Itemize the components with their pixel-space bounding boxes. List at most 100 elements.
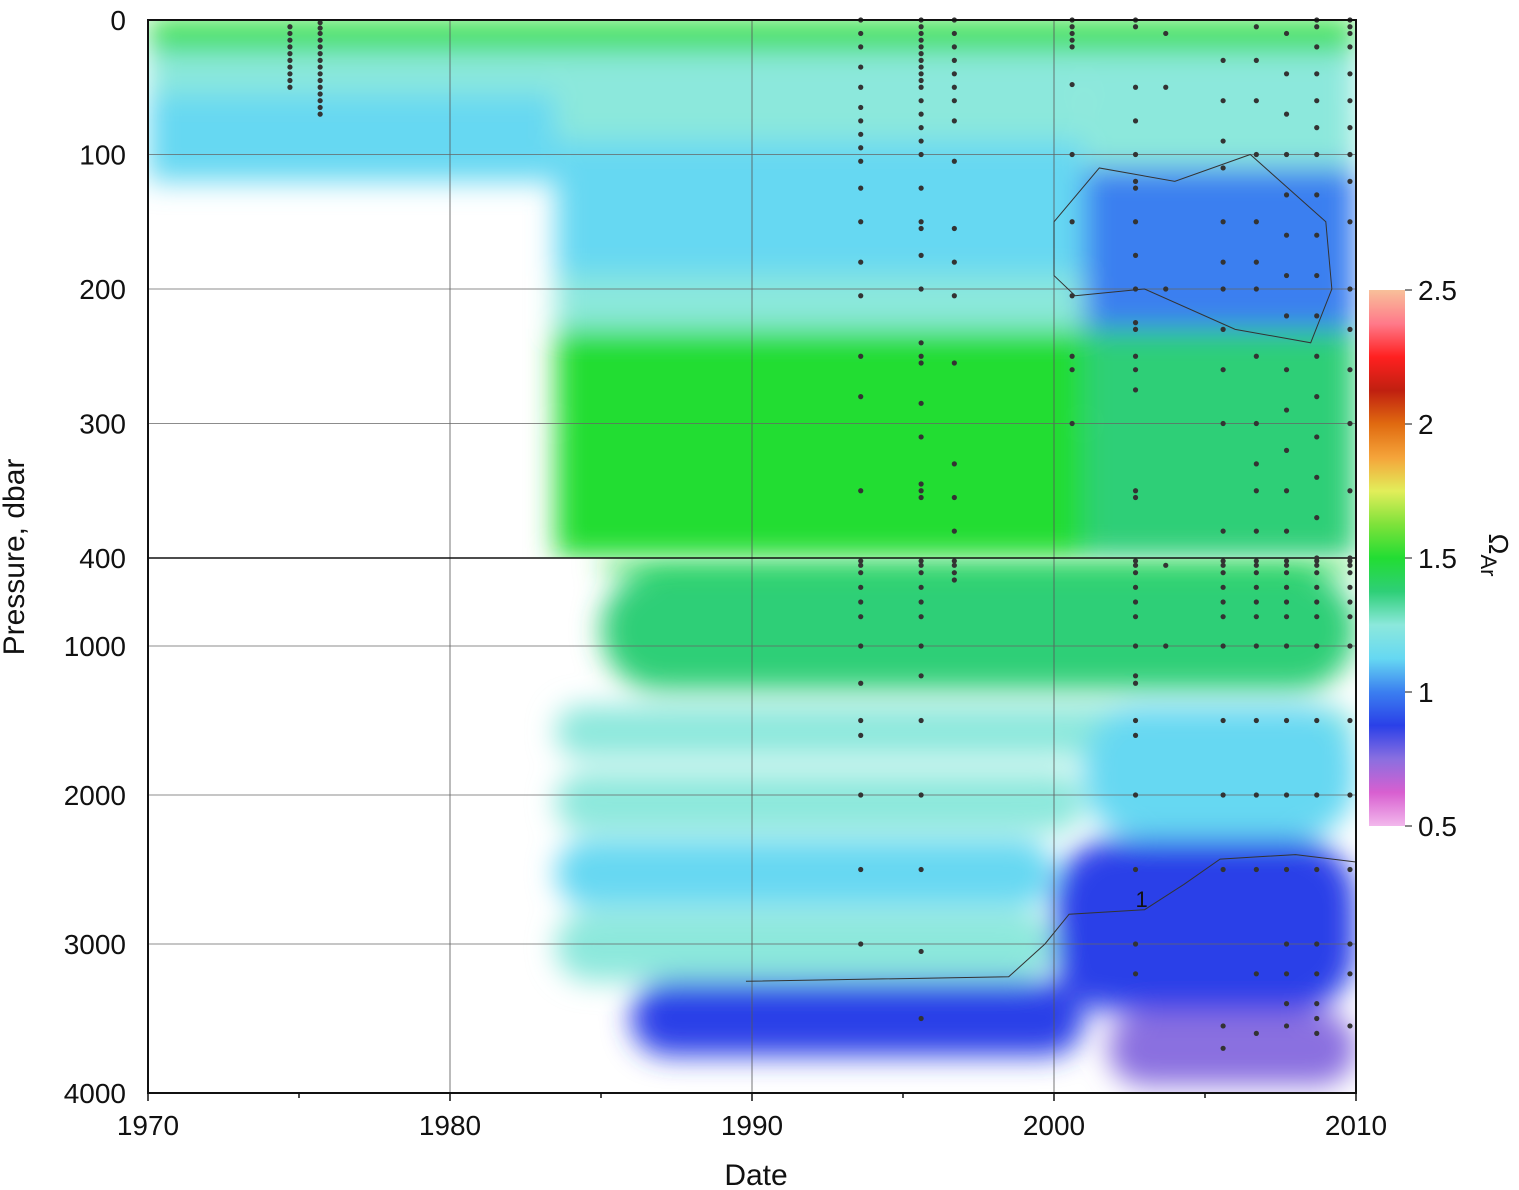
sample-point: [1253, 643, 1259, 649]
heatmap-patch: [1084, 329, 1356, 558]
heatmap-patch: [555, 839, 1054, 907]
sample-point: [1132, 584, 1139, 590]
sample-point: [918, 84, 924, 90]
sample-point: [858, 732, 864, 739]
sample-point: [1314, 558, 1320, 564]
sample-point: [317, 20, 323, 26]
sample-point: [1283, 488, 1290, 494]
sample-point: [1347, 98, 1353, 104]
heatmap-patch: [1084, 705, 1356, 840]
sample-point: [1314, 313, 1320, 319]
sample-point: [1283, 584, 1290, 590]
heatmap-patch: [601, 569, 1356, 691]
sample-point: [1220, 717, 1226, 724]
colorbar-tick-label: 2: [1418, 409, 1434, 440]
sample-point: [918, 614, 924, 620]
sample-point: [1253, 528, 1259, 534]
sample-point: [1132, 488, 1139, 494]
sample-point: [951, 44, 957, 50]
sample-point: [918, 400, 924, 406]
sample-point: [858, 219, 864, 225]
sample-point: [287, 77, 293, 84]
sample-point: [317, 44, 323, 50]
contour-label: 1: [1135, 887, 1147, 912]
sample-point: [918, 599, 924, 605]
sample-point: [1253, 584, 1259, 590]
sample-point: [317, 37, 323, 43]
sample-point: [1283, 971, 1290, 977]
heatmap-patch: [601, 558, 1356, 570]
sample-point: [858, 64, 864, 70]
sample-point: [1347, 367, 1353, 373]
sample-point: [1132, 387, 1139, 393]
y-tick-label: 0: [110, 5, 126, 36]
sample-point: [1347, 219, 1353, 225]
heatmap-patch: [555, 141, 1085, 276]
heatmap-patch: [148, 93, 556, 182]
sample-point: [1253, 614, 1259, 620]
sample-point: [858, 941, 864, 947]
sample-point: [1132, 971, 1139, 977]
sample-point: [918, 30, 924, 37]
sample-point: [287, 84, 293, 90]
sample-point: [1314, 272, 1320, 279]
sample-point: [1253, 562, 1259, 568]
sample-point: [1314, 515, 1320, 521]
sample-point: [858, 680, 864, 686]
contour-line-upper: [1053, 153, 1333, 344]
sample-point: [1347, 562, 1353, 568]
sample-point: [1220, 138, 1226, 144]
sample-point: [1283, 528, 1290, 534]
sample-point: [951, 84, 957, 90]
colorbar-tick-label: 0.5: [1418, 811, 1457, 842]
sample-point: [1314, 71, 1320, 77]
sample-point: [918, 98, 924, 104]
sample-point: [1253, 151, 1259, 158]
sample-point: [1283, 30, 1290, 37]
sample-point: [317, 91, 323, 97]
sample-point: [1069, 367, 1075, 373]
sample-point: [918, 286, 924, 292]
sample-point: [1314, 394, 1320, 400]
sample-point: [951, 528, 957, 534]
sample-point: [287, 37, 293, 43]
sample-point: [1347, 584, 1353, 590]
sample-point: [951, 98, 957, 104]
x-tick-label: 2000: [1023, 1110, 1085, 1141]
sample-point: [1283, 232, 1290, 238]
sample-point: [858, 599, 864, 605]
sample-point: [317, 64, 323, 70]
sample-point: [1069, 151, 1075, 158]
sample-point: [1347, 24, 1353, 30]
sample-point: [858, 488, 864, 494]
heatmap-patch: [1054, 839, 1356, 1012]
sample-point: [951, 259, 957, 265]
sample-point: [1220, 570, 1226, 576]
sample-point: [1253, 259, 1259, 265]
sample-point: [1283, 599, 1290, 605]
sample-point: [1314, 232, 1320, 238]
sample-point: [1069, 81, 1075, 88]
sample-point: [1132, 866, 1139, 873]
sample-point: [1132, 326, 1139, 332]
sample-point: [1132, 84, 1139, 90]
sample-point: [951, 293, 957, 299]
y-tick-label: 200: [79, 274, 126, 305]
sample-point: [1347, 488, 1353, 494]
sample-point: [918, 125, 924, 131]
sample-point: [1220, 420, 1226, 427]
heatmap-patch: [1084, 167, 1356, 330]
sample-point: [1283, 643, 1290, 649]
sample-point: [317, 25, 323, 31]
sample-point: [1253, 1030, 1259, 1036]
sample-point: [1132, 367, 1139, 373]
sample-point: [1283, 407, 1290, 413]
sample-point: [1314, 44, 1320, 50]
sample-point: [918, 340, 924, 346]
sample-point: [1132, 178, 1139, 184]
sample-point: [951, 461, 957, 467]
sample-point: [1220, 57, 1226, 63]
sample-point: [1220, 286, 1226, 292]
sample-point: [858, 562, 864, 568]
sample-point: [1163, 84, 1169, 90]
